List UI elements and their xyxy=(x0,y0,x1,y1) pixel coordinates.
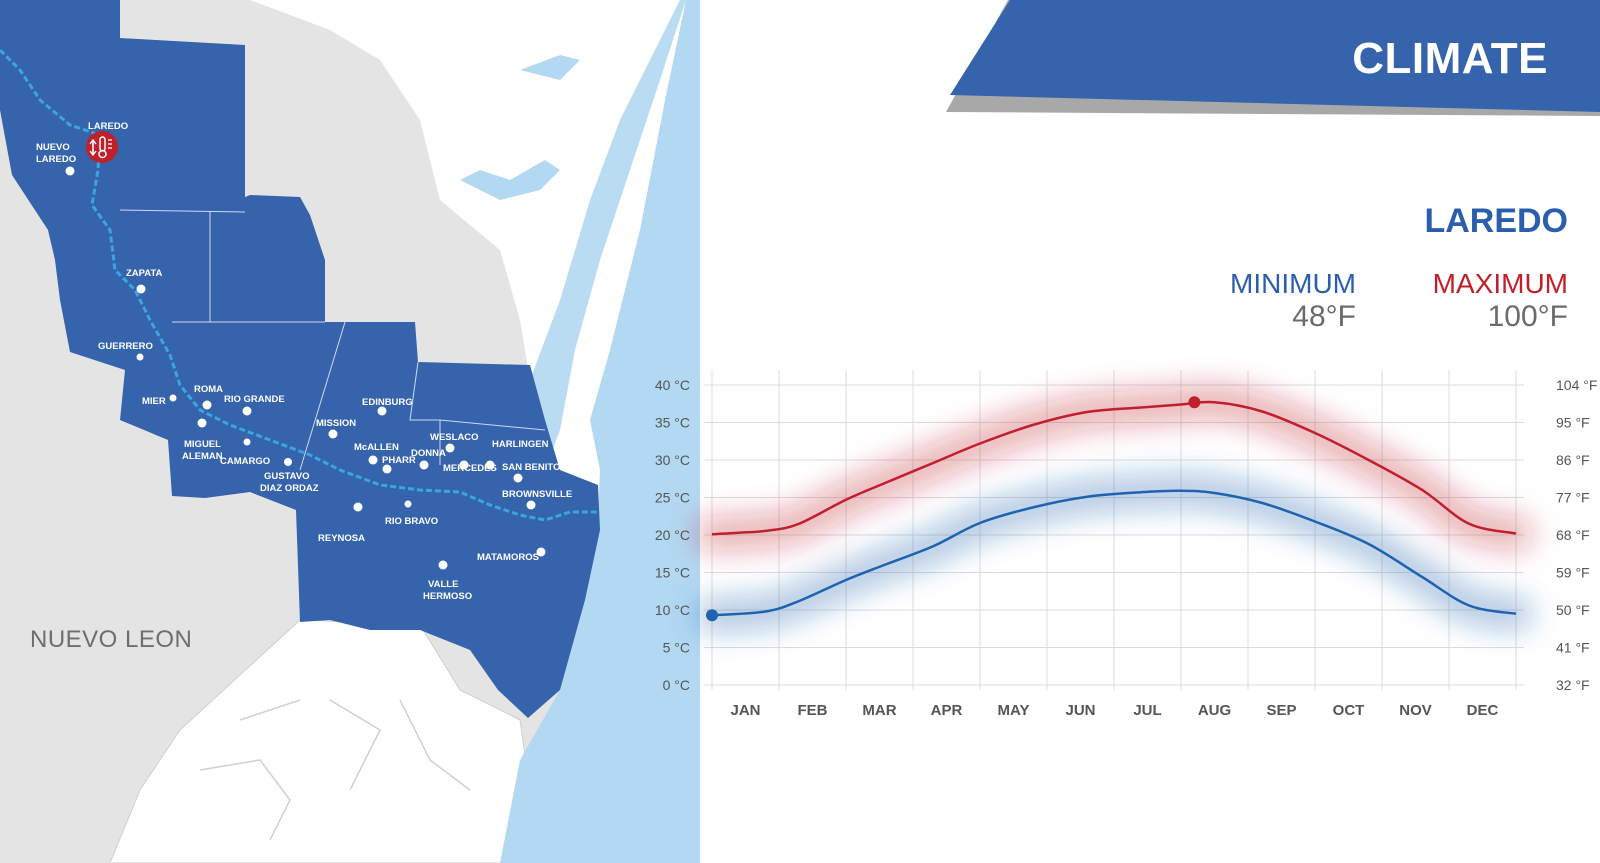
series-marker-maximum xyxy=(1188,396,1201,409)
city-label-mcallen: McALLEN xyxy=(354,442,399,453)
x-tick-label: MAR xyxy=(862,702,896,719)
y-tick-right: 32 °F xyxy=(1556,677,1590,693)
x-tick-label: DEC xyxy=(1467,702,1499,719)
region-map: LAREDO NUEVO LAREDO ZAPATA GUERRERO MIER… xyxy=(0,0,700,863)
county-lines xyxy=(119,209,546,471)
x-tick-label: JUL xyxy=(1133,702,1161,719)
city-label-san-benito: SAN BENITO xyxy=(502,462,560,473)
city-label-nuevo-laredo-1: NUEVO xyxy=(36,142,70,153)
city-label-mier: MIER xyxy=(142,396,166,407)
city-label-laredo: LAREDO xyxy=(88,121,128,132)
city-label-gustavo-2: DIAZ ORDAZ xyxy=(260,483,319,494)
city-label-zapata: ZAPATA xyxy=(126,268,163,279)
city-label-miguel-aleman-1: MIGUEL xyxy=(184,439,221,450)
x-tick-label: SEP xyxy=(1266,702,1296,719)
chart-grid xyxy=(704,370,1524,690)
minimum-label: MINIMUM xyxy=(1230,268,1356,299)
city-label-weslaco: WESLACO xyxy=(430,432,479,443)
series-line-minimum xyxy=(711,489,1517,617)
city-label-matamoros: MATAMOROS xyxy=(477,552,539,563)
city-dots xyxy=(65,166,546,570)
series-marker-minimum xyxy=(706,609,718,622)
y-tick-right: 59 °F xyxy=(1556,565,1590,581)
page-title: CLIMATE xyxy=(1352,34,1548,83)
series-line-maximum xyxy=(711,400,1517,536)
series-glow-minimum xyxy=(695,473,1533,633)
city-label-gustavo-1: GUSTAVO xyxy=(264,471,310,482)
x-tick-label: APR xyxy=(931,702,963,719)
city-label-reynosa: REYNOSA xyxy=(318,533,365,544)
gulf-water xyxy=(500,0,700,863)
maximum-label: MAXIMUM xyxy=(1432,268,1568,299)
state-label-nuevo-leon: NUEVO LEON xyxy=(30,626,192,653)
bay-water xyxy=(460,55,580,200)
city-label-brownsville: BROWNSVILLE xyxy=(502,489,572,500)
city-label-valle-hermoso-1: VALLE xyxy=(428,579,458,590)
city-label-rio-bravo: RIO BRAVO xyxy=(385,516,438,527)
city-label-camargo: CAMARGO xyxy=(220,456,270,467)
city-label-harlingen: HARLINGEN xyxy=(492,439,549,450)
x-tick-label: JAN xyxy=(730,702,760,719)
header-banner xyxy=(946,0,1600,116)
city-label-valle-hermoso-2: HERMOSO xyxy=(423,591,472,602)
x-tick-label: OCT xyxy=(1333,702,1365,719)
laguna-water xyxy=(530,0,686,470)
y-tick-right: 41 °F xyxy=(1556,640,1590,656)
y-tick-right: 86 °F xyxy=(1556,452,1590,468)
x-tick-label: FEB xyxy=(798,702,828,719)
y-tick-right: 50 °F xyxy=(1556,602,1590,618)
banner-bar xyxy=(950,0,1600,112)
region-area xyxy=(0,0,600,718)
city-label-nuevo-laredo-2: LAREDO xyxy=(36,154,76,165)
city-label-guerrero: GUERRERO xyxy=(98,341,153,352)
district-borders xyxy=(199,699,471,841)
y-tick-right: 95 °F xyxy=(1556,415,1590,431)
city-label-mission: MISSION xyxy=(316,418,356,429)
city-label-pharr: PHARR xyxy=(382,455,416,466)
city-label-roma: ROMA xyxy=(194,384,223,395)
city-label-mercedes: MERCEDES xyxy=(443,463,497,474)
chart-glow xyxy=(695,384,1533,633)
y-tick-right: 68 °F xyxy=(1556,527,1590,543)
city-label-edinburg: EDINBURG xyxy=(362,397,413,408)
y-tick-right: 77 °F xyxy=(1556,490,1590,506)
chart-labels: 0 °C 32 °F5 °C 41 °F10 °C 50 °F15 °C 59 °F20… xyxy=(655,377,1598,719)
x-tick-label: MAY xyxy=(998,702,1030,719)
chart-lines xyxy=(706,396,1517,622)
thermometer-icon xyxy=(86,131,118,163)
y-tick-right: 104 °F xyxy=(1556,377,1597,393)
city-title: LAREDO xyxy=(1424,202,1568,240)
texas-land xyxy=(120,0,700,863)
series-glow-maximum xyxy=(695,384,1533,552)
minimum-value: 48°F xyxy=(1292,300,1356,333)
x-tick-label: AUG xyxy=(1198,702,1231,719)
city-label-miguel-aleman-2: ALEMAN xyxy=(182,451,223,462)
city-label-donna: DONNA xyxy=(411,448,446,459)
maximum-value: 100°F xyxy=(1487,300,1568,333)
x-tick-label: NOV xyxy=(1399,702,1432,719)
city-label-rio-grande: RIO GRANDE xyxy=(224,394,285,405)
x-tick-label: JUN xyxy=(1065,702,1095,719)
